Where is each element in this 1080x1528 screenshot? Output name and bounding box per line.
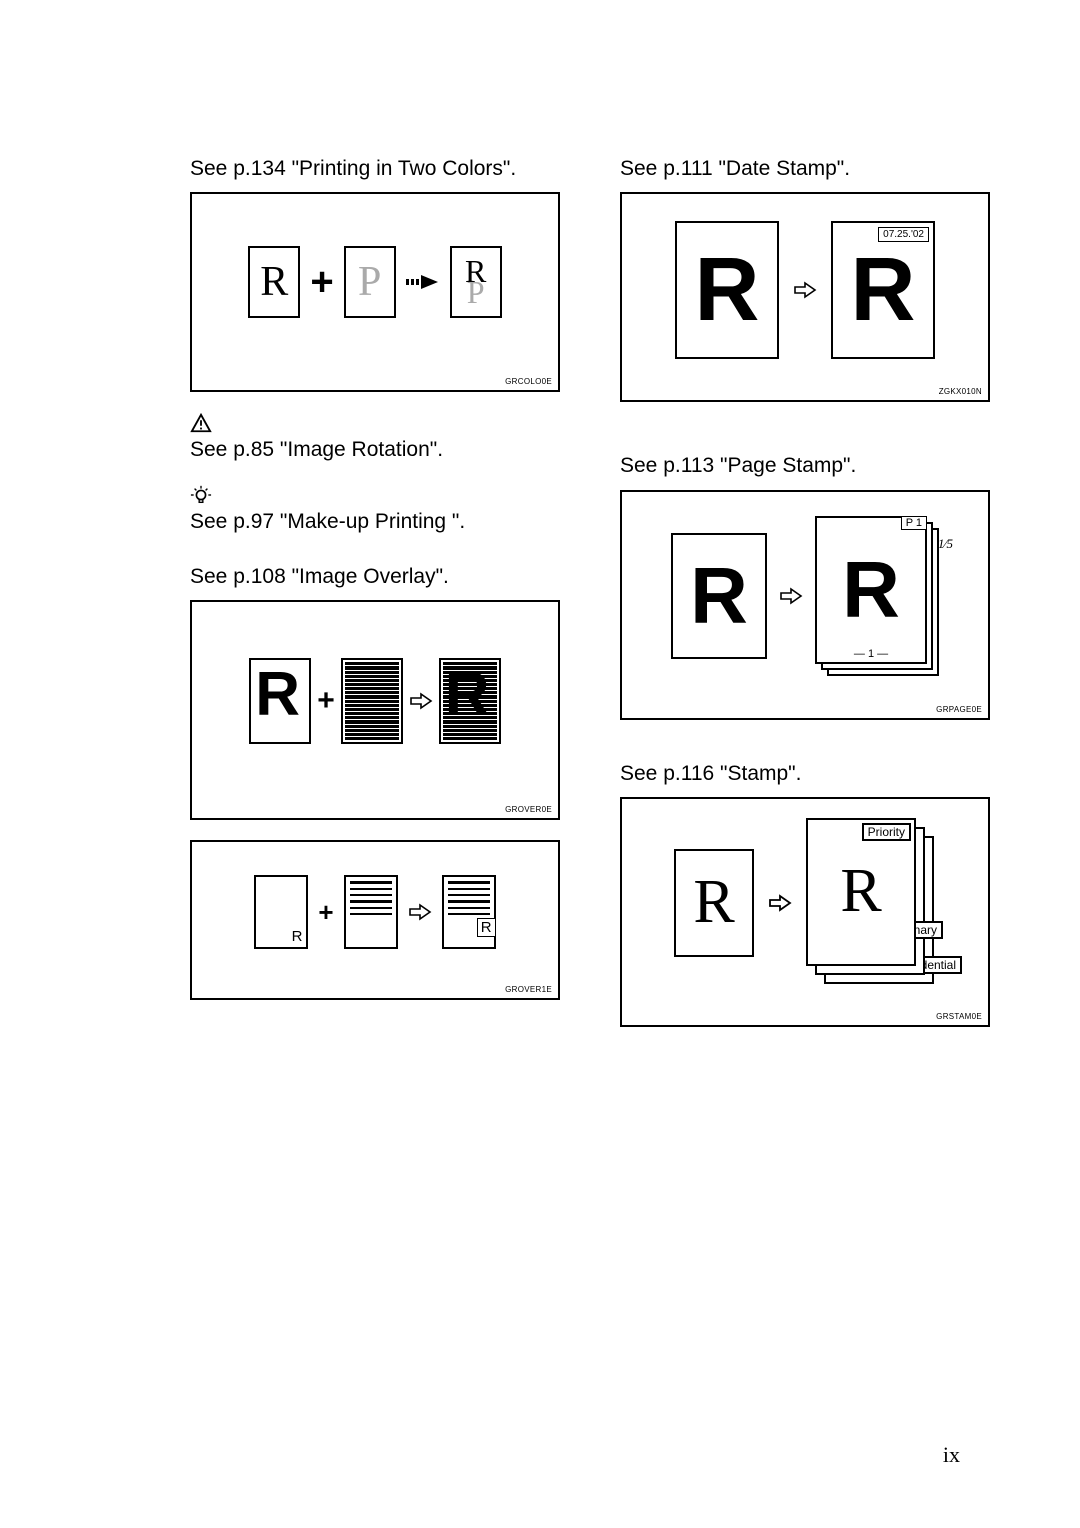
- plus-icon: +: [310, 262, 333, 302]
- ref-image-rotation: See p.85 "Image Rotation".: [190, 436, 560, 463]
- date-src: R: [675, 221, 779, 359]
- overlay-b-content: R + R: [192, 842, 558, 998]
- page-number: ix: [943, 1442, 960, 1468]
- figure-label: GRCOLO0E: [505, 377, 552, 386]
- glyph-r-small: R: [292, 928, 303, 945]
- ref-image-overlay: See p.108 "Image Overlay".: [190, 563, 560, 590]
- figure-label: GRSTAM0E: [936, 1012, 982, 1021]
- arrow-right-icon: [779, 587, 803, 605]
- glyph-r: R: [842, 544, 900, 636]
- figure-overlay-b: R + R: [190, 840, 560, 1000]
- text-lines-icon: [343, 660, 401, 742]
- stamp-src: R: [674, 849, 754, 957]
- figure-label: GROVER0E: [505, 805, 552, 814]
- stamp-content: R Confidential Preliminary R: [622, 799, 988, 1025]
- overlay-a-content: R +: [192, 602, 558, 818]
- page-stamp-content: R R P 1 — 1 — 1⁄5: [622, 492, 988, 718]
- plus-icon: +: [317, 686, 335, 716]
- arrow-right-icon: [409, 692, 433, 710]
- overlay-a-src1: R: [249, 658, 311, 744]
- page-stamp-src: R: [671, 533, 767, 659]
- ref-makeup-printing: See p.97 "Make-up Printing ".: [190, 508, 560, 535]
- ref-date-stamp: See p.111 "Date Stamp".: [620, 155, 990, 182]
- figure-date-stamp: R 07.25.'02 R ZGKX010N: [620, 192, 990, 402]
- figure-label: GROVER1E: [505, 985, 552, 994]
- stamp-result-stack: Confidential Preliminary R Priority: [806, 818, 936, 988]
- page-number-label: P 1: [901, 516, 927, 530]
- ref-stamp: See p.116 "Stamp".: [620, 760, 990, 787]
- two-column-layout: See p.134 "Printing in Two Colors". R + …: [190, 155, 990, 1047]
- arrow-right-icon: [793, 281, 817, 299]
- ref-two-colors: See p.134 "Printing in Two Colors".: [190, 155, 560, 182]
- page-r: R: [248, 246, 300, 318]
- figure-two-colors-content: R + P R P: [192, 194, 558, 390]
- lines-icon: [448, 881, 490, 915]
- glyph-r: R: [695, 239, 760, 342]
- page-p: P: [344, 246, 396, 318]
- stack-card-front: R P 1 — 1 —: [815, 516, 927, 664]
- glyph-r: R: [851, 239, 916, 342]
- warning-row: [190, 412, 560, 434]
- glyph-r: R: [840, 856, 881, 927]
- ref-page-stamp: See p.113 "Page Stamp".: [620, 452, 990, 479]
- arrow-right-icon: [406, 272, 440, 292]
- figure-two-colors: R + P R P GRCOLO0E: [190, 192, 560, 392]
- overlay-a-result: R: [439, 658, 501, 744]
- figure-overlay-a: R +: [190, 600, 560, 820]
- plus-icon: +: [318, 899, 333, 925]
- figure-label: GRPAGE0E: [936, 705, 982, 714]
- glyph-r-boxed: R: [477, 918, 496, 937]
- stack-card-front: R Priority: [806, 818, 916, 966]
- date-stamp-content: R 07.25.'02 R: [622, 194, 988, 400]
- result-p: P: [467, 280, 485, 306]
- page-bottom-number: — 1 —: [854, 648, 888, 660]
- overlay-a-src2: [341, 658, 403, 744]
- glyph-r: R: [690, 550, 748, 642]
- right-column: See p.111 "Date Stamp". R 07.25.'02 R ZG…: [620, 155, 990, 1047]
- figure-label: ZGKX010N: [939, 387, 982, 396]
- glyph-r: R: [693, 867, 734, 938]
- glyph-r: R: [255, 664, 300, 726]
- lightbulb-icon: [190, 484, 212, 506]
- arrow-right-icon: [768, 894, 792, 912]
- fraction-label: 1⁄5: [938, 536, 953, 552]
- stamp-priority-label: Priority: [862, 823, 911, 841]
- warning-icon: [190, 412, 212, 434]
- page-stamp-result-stack: R P 1 — 1 — 1⁄5: [815, 516, 939, 676]
- figure-stamp: R Confidential Preliminary R: [620, 797, 990, 1027]
- glyph-r-overlay: R: [445, 664, 490, 726]
- left-column: See p.134 "Printing in Two Colors". R + …: [190, 155, 560, 1047]
- overlay-b-result: R R: [442, 875, 496, 949]
- overlay-b-src1: R: [254, 875, 308, 949]
- arrow-right-icon: [408, 903, 432, 921]
- tip-row: [190, 484, 560, 506]
- date-result: 07.25.'02 R: [831, 221, 935, 359]
- document-page: See p.134 "Printing in Two Colors". R + …: [0, 0, 1080, 1528]
- figure-page-stamp: R R P 1 — 1 — 1⁄5: [620, 490, 990, 720]
- overlay-b-src2: [344, 875, 398, 949]
- page-rp-result: R P: [450, 246, 502, 318]
- lines-icon: [350, 881, 392, 915]
- date-value-label: 07.25.'02: [878, 227, 929, 242]
